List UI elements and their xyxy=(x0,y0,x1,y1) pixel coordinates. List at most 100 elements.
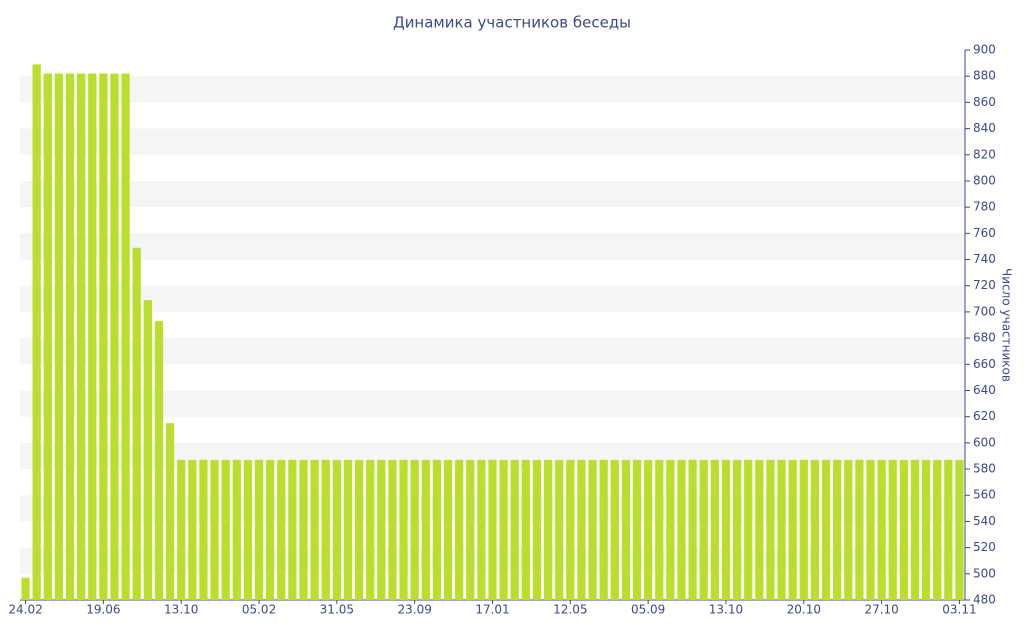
y-tick-label: 680 xyxy=(973,331,996,345)
y-tick-label: 580 xyxy=(973,462,996,476)
bar xyxy=(810,459,820,600)
grid-band xyxy=(20,128,965,155)
bar xyxy=(599,459,608,600)
y-tick-label: 520 xyxy=(973,540,996,554)
bar xyxy=(243,459,253,600)
y-tick-label: 720 xyxy=(973,278,996,292)
y-tick-label: 500 xyxy=(973,566,996,580)
x-tick-label: 05.02 xyxy=(242,603,276,617)
bar xyxy=(466,459,475,600)
bar xyxy=(510,459,519,600)
y-tick-label: 600 xyxy=(973,435,996,449)
y-tick-label: 620 xyxy=(973,409,996,423)
y-tick-label: 760 xyxy=(973,226,996,240)
bar xyxy=(110,73,119,601)
y-tick-label: 880 xyxy=(973,69,996,83)
bar xyxy=(732,459,742,600)
bar xyxy=(477,459,486,600)
bar xyxy=(77,73,86,601)
bar xyxy=(933,459,942,600)
bar xyxy=(899,459,908,600)
bar xyxy=(888,459,897,600)
bar xyxy=(388,459,397,600)
grid-band xyxy=(20,76,965,103)
y-tick-label: 780 xyxy=(973,200,996,214)
bar xyxy=(343,459,353,600)
bar xyxy=(799,459,808,600)
y-tick-label: 900 xyxy=(973,43,996,57)
bar xyxy=(321,459,330,600)
bar xyxy=(677,459,686,600)
x-tick-label: 13.10 xyxy=(709,603,743,617)
bar xyxy=(210,459,219,600)
bar xyxy=(699,459,708,600)
x-tick-label: 13.10 xyxy=(164,603,198,617)
bar xyxy=(566,459,575,600)
x-tick-label: 05.09 xyxy=(631,603,665,617)
bar xyxy=(744,459,753,600)
bar xyxy=(188,459,197,600)
y-tick-label: 820 xyxy=(973,147,996,161)
bar xyxy=(221,459,230,600)
bar xyxy=(443,459,453,600)
bar xyxy=(199,459,208,600)
bar xyxy=(721,459,731,600)
grid-band xyxy=(20,390,965,417)
bar xyxy=(555,459,564,600)
bar xyxy=(666,459,675,600)
bar xyxy=(288,459,297,600)
bar xyxy=(777,459,786,600)
bar xyxy=(710,459,719,600)
bar xyxy=(532,459,542,600)
bar xyxy=(855,459,864,600)
bar xyxy=(99,73,108,601)
bar xyxy=(755,459,764,600)
x-tick-label: 24.02 xyxy=(8,603,42,617)
bar xyxy=(165,423,175,600)
bar xyxy=(410,459,419,600)
y-tick-label: 660 xyxy=(973,357,996,371)
y-tick-label: 740 xyxy=(973,252,996,266)
bar xyxy=(254,459,264,600)
grid-band xyxy=(20,338,965,365)
bar xyxy=(766,459,775,600)
x-tick-label: 23.09 xyxy=(397,603,431,617)
grid-band xyxy=(20,233,965,260)
grid-band xyxy=(20,180,965,208)
bar xyxy=(577,459,586,600)
bar xyxy=(232,459,241,600)
bar xyxy=(788,459,797,600)
bar xyxy=(644,459,653,600)
y-tick-label: 860 xyxy=(973,95,996,109)
bar xyxy=(21,577,30,600)
bar xyxy=(944,459,953,600)
x-tick-label: 27.10 xyxy=(864,603,898,617)
y-tick-label: 840 xyxy=(973,121,996,135)
bar xyxy=(366,459,375,600)
bar xyxy=(421,459,430,600)
bar xyxy=(88,73,97,601)
bar xyxy=(455,459,464,600)
x-tick-label: 20.10 xyxy=(787,603,821,617)
bar xyxy=(488,459,497,600)
bar xyxy=(121,73,130,601)
bar xyxy=(521,459,530,600)
bar xyxy=(432,459,442,600)
bar xyxy=(588,459,597,600)
bar xyxy=(655,459,664,600)
y-tick-label: 560 xyxy=(973,488,996,502)
bar xyxy=(143,300,152,600)
y-tick-label: 480 xyxy=(973,593,996,607)
y-axis-label: Число участников xyxy=(1000,268,1014,382)
bar xyxy=(277,459,286,600)
x-tick-label: 12.05 xyxy=(553,603,587,617)
x-tick-label: 03.11 xyxy=(942,603,976,617)
x-tick-label: 19.06 xyxy=(86,603,120,617)
bar xyxy=(32,64,41,600)
bar xyxy=(154,321,164,600)
y-tick-label: 700 xyxy=(973,304,996,318)
bar xyxy=(621,459,631,600)
bar xyxy=(177,459,186,600)
bar xyxy=(688,459,697,600)
x-tick-label: 31.05 xyxy=(320,603,354,617)
